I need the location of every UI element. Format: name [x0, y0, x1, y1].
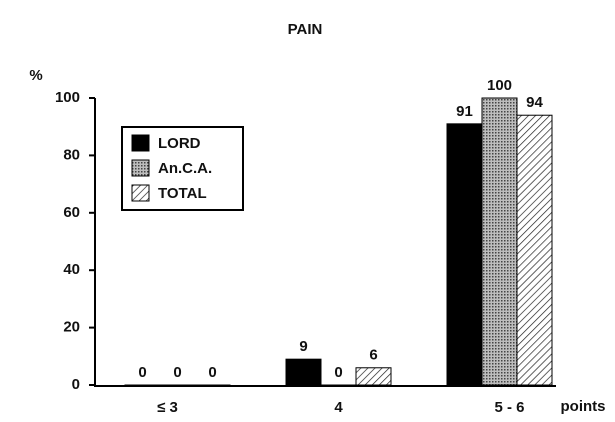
x-tick-label: 4 [334, 399, 343, 416]
y-tick-label: 20 [63, 319, 80, 336]
bar [194, 384, 231, 387]
value-label: 94 [526, 94, 543, 111]
y-tick-label: 80 [63, 146, 80, 163]
bar [124, 384, 161, 387]
legend-label: An.C.A. [158, 160, 212, 177]
bar [446, 123, 483, 386]
x-axis-label: points [561, 398, 606, 415]
value-label: 9 [299, 338, 307, 355]
x-tick-label: 5 - 6 [494, 399, 524, 416]
legend-swatch [131, 159, 150, 177]
x-tick-label: ≤ 3 [157, 399, 178, 416]
value-label: 0 [138, 364, 146, 381]
bar [159, 384, 196, 387]
y-axis-label: % [29, 67, 42, 84]
value-label: 0 [173, 364, 181, 381]
value-label: 91 [456, 103, 473, 120]
value-label: 6 [369, 347, 377, 364]
y-tick-label: 40 [63, 261, 80, 278]
legend-swatch [131, 134, 150, 152]
value-label: 0 [208, 364, 216, 381]
value-label: 0 [334, 364, 342, 381]
bar [516, 114, 553, 386]
bar [285, 358, 322, 386]
y-tick-label: 60 [63, 204, 80, 221]
legend-label: TOTAL [158, 185, 207, 202]
y-tick-label: 0 [72, 376, 80, 393]
legend-label: LORD [158, 135, 201, 152]
bar [481, 97, 518, 386]
chart-title: PAIN [288, 21, 323, 38]
value-label: 100 [487, 77, 512, 94]
bar [355, 367, 392, 386]
bar [320, 384, 357, 387]
legend-swatch [131, 184, 150, 202]
y-tick-label: 100 [55, 89, 80, 106]
